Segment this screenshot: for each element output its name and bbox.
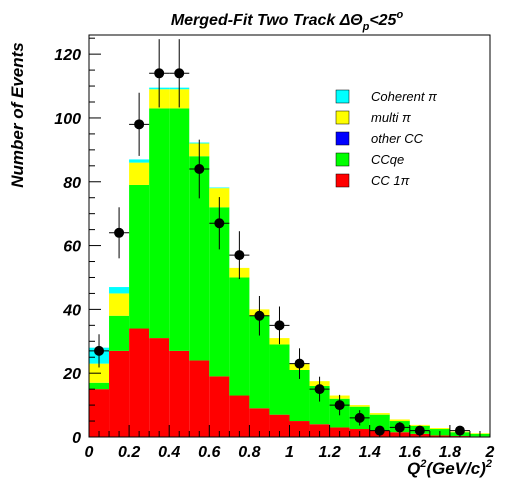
data-point-1 — [114, 227, 125, 238]
chart-title-superscript: o — [396, 9, 403, 21]
bar-segment-multi--bin-14 — [369, 413, 390, 415]
x-tick-label-0.6: 0.6 — [198, 444, 220, 461]
legend-label-1: multi π — [371, 110, 411, 125]
bar-segment-multi--bin-1 — [109, 293, 130, 316]
chart-title: Merged-Fit Two Track ΔΘp<25o — [171, 9, 404, 33]
y-tick-label-40: 40 — [62, 302, 81, 319]
data-point-14 — [374, 425, 385, 436]
data-point-8 — [254, 310, 265, 321]
x-axis-label-unit: (GeV/c) — [426, 459, 486, 478]
bar-segment-cc-1--bin-7 — [229, 395, 250, 437]
histogram-bars — [89, 87, 490, 437]
bar-segment-coherent--bin-6 — [209, 187, 230, 189]
y-tick-label-20: 20 — [62, 366, 81, 383]
legend-label-4: CC 1π — [371, 173, 410, 188]
x-tick-label-0.8: 0.8 — [238, 444, 260, 461]
x-axis-label-sup2: 2 — [485, 458, 492, 470]
data-point-15 — [394, 422, 405, 433]
x-tick-label-0.4: 0.4 — [158, 444, 180, 461]
bar-segment-cc-1--bin-8 — [249, 408, 270, 437]
legend-swatch-0 — [335, 89, 350, 104]
bar-segment-cc-1--bin-5 — [189, 360, 210, 437]
legend-swatch-4 — [335, 173, 350, 188]
legend-swatch-2 — [335, 131, 350, 146]
bar-segment-ccqe-bin-10 — [289, 370, 310, 422]
data-point-7 — [234, 250, 245, 261]
data-point-17 — [454, 425, 465, 436]
y-tick-label-100: 100 — [54, 111, 81, 128]
y-tick-label-80: 80 — [63, 175, 81, 192]
bar-segment-cc-1--bin-1 — [109, 350, 130, 437]
y-tick-label-120: 120 — [54, 47, 81, 64]
x-tick-label-1.2: 1.2 — [318, 444, 340, 461]
data-points — [89, 39, 470, 436]
y-tick-label-60: 60 — [63, 239, 81, 256]
x-tick-label-0: 0 — [85, 444, 94, 461]
data-point-16 — [414, 425, 425, 436]
bar-segment-multi--bin-15 — [389, 419, 410, 422]
legend-label-3: CCqe — [371, 152, 404, 167]
bar-segment-ccqe-bin-14 — [369, 414, 390, 431]
bar-segment-multi--bin-2 — [129, 162, 150, 185]
y-axis-label: Number of Events — [8, 42, 27, 187]
data-point-13 — [354, 412, 365, 423]
data-point-12 — [334, 400, 345, 411]
bar-segment-ccqe-bin-11 — [309, 385, 330, 425]
bar-segment-multi--bin-16 — [409, 424, 430, 426]
bar-segment-cc-1--bin-10 — [289, 421, 310, 437]
data-point-5 — [194, 164, 205, 174]
bar-segment-multi--bin-13 — [349, 405, 370, 407]
legend-label-0: Coherent π — [371, 89, 437, 104]
data-point-11 — [314, 384, 325, 395]
bar-segment-ccqe-bin-8 — [249, 315, 270, 409]
x-tick-label-1.6: 1.6 — [399, 444, 421, 461]
x-axis-label-q: Q — [407, 459, 420, 478]
legend-swatch-1 — [335, 110, 350, 125]
axes: 0 20 40 60 80 100 120 0 0.2 0.4 0.6 0.8 1 1.2 1.4 1.6 1.… — [54, 34, 495, 461]
bar-segment-ccqe-bin-6 — [209, 207, 230, 377]
chart-title-subscript: p — [362, 21, 370, 33]
data-point-0 — [94, 345, 105, 356]
data-point-2 — [134, 119, 145, 130]
x-tick-label-0.2: 0.2 — [118, 444, 140, 461]
bar-segment-ccqe-bin-4 — [169, 108, 190, 351]
bar-segment-cc-1--bin-11 — [309, 424, 330, 437]
legend-swatch-3 — [335, 152, 350, 167]
bar-segment-ccqe-bin-3 — [149, 108, 170, 339]
x-tick-label-2: 2 — [485, 444, 495, 461]
bar-segment-coherent--bin-1 — [109, 287, 130, 294]
bar-segment-coherent--bin-2 — [129, 159, 150, 163]
bar-segment-cc-1--bin-4 — [169, 350, 190, 437]
bar-segment-cc-1--bin-0 — [89, 389, 110, 437]
bar-segment-ccqe-bin-9 — [269, 344, 290, 415]
x-axis-label-sup1: 2 — [419, 458, 426, 470]
bar-segment-ccqe-bin-7 — [229, 277, 250, 396]
x-axis-label: Q2(GeV/c)2 — [407, 458, 492, 478]
bar-segment-cc-1--bin-6 — [209, 376, 230, 437]
x-tick-label-1.8: 1.8 — [439, 444, 461, 461]
bar-segment-ccqe-bin-5 — [189, 156, 210, 361]
x-tick-label-1.4: 1.4 — [359, 444, 381, 461]
legend-label-2: other CC — [371, 131, 424, 146]
chart-title-main: Merged-Fit Two Track ΔΘ — [171, 12, 363, 29]
bar-segment-cc-1--bin-9 — [269, 414, 290, 437]
bar-segment-cc-1--bin-2 — [129, 328, 150, 437]
y-tick-label-0: 0 — [72, 430, 81, 447]
bar-segment-ccqe-bin-2 — [129, 184, 150, 329]
data-point-9 — [274, 320, 285, 331]
data-point-4 — [174, 68, 185, 79]
legend: Coherent π multi π other CC CCqe CC 1π — [335, 89, 437, 188]
bar-segment-multi--bin-17 — [429, 428, 450, 430]
x-tick-label-1: 1 — [285, 444, 294, 461]
chart-title-suffix: <25 — [369, 12, 397, 29]
bar-segment-ccqe-bin-1 — [109, 315, 130, 351]
bar-segment-cc-1--bin-3 — [149, 338, 170, 437]
data-point-3 — [154, 68, 165, 79]
data-point-10 — [294, 358, 305, 369]
bar-segment-ccqe-bin-0 — [89, 382, 110, 390]
data-point-6 — [214, 218, 225, 229]
